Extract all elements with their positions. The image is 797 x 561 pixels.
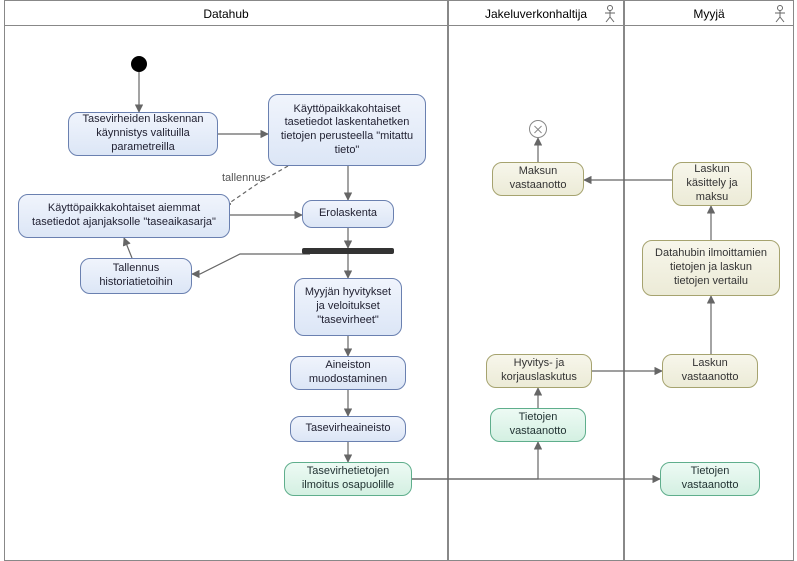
activity-n1: Tasevirheiden laskennan käynnistys valit… <box>68 112 218 156</box>
activity-my_inv_recv: Laskun vastaanotto <box>662 354 758 388</box>
swimlane-header-datahub: Datahub <box>4 0 448 26</box>
activity-n7: Aineiston muodostaminen <box>290 356 406 390</box>
actor-icon <box>773 5 787 23</box>
activity-n8: Tasevirheaineisto <box>290 416 406 442</box>
activity-n2: Käyttöpaikkakohtaiset tasetiedot laskent… <box>268 94 426 166</box>
activity-my_compare: Datahubin ilmoittamien tietojen ja lasku… <box>642 240 780 296</box>
swimlane-header-myyja: Myyjä <box>624 0 794 26</box>
fork-bar <box>302 248 394 254</box>
activity-jvh_invoice: Hyvitys- ja korjauslaskutus <box>486 354 592 388</box>
activity-n5: Tallennus historiatietoihin <box>80 258 192 294</box>
activity-n6: Myyjän hyvitykset ja veloitukset "tasevi… <box>294 278 402 336</box>
activity-jvh_pay: Maksun vastaanotto <box>492 162 584 196</box>
activity-n3: Käyttöpaikkakohtaiset aiemmat tasetiedot… <box>18 194 230 238</box>
activity-my_recv: Tietojen vastaanotto <box>660 462 760 496</box>
end-node <box>529 120 547 138</box>
swimlane-header-jvh: Jakeluverkonhaltija <box>448 0 624 26</box>
activity-n9: Tasevirhetietojen ilmoitus osapuolille <box>284 462 412 496</box>
activity-my_handle: Laskun käsittely ja maksu <box>672 162 752 206</box>
edge-label: tallennus <box>222 172 266 184</box>
start-node <box>131 56 147 72</box>
activity-n4: Erolaskenta <box>302 200 394 228</box>
activity-jvh_recv: Tietojen vastaanotto <box>490 408 586 442</box>
swimlane-body-jvh <box>448 26 624 561</box>
actor-icon <box>603 5 617 23</box>
